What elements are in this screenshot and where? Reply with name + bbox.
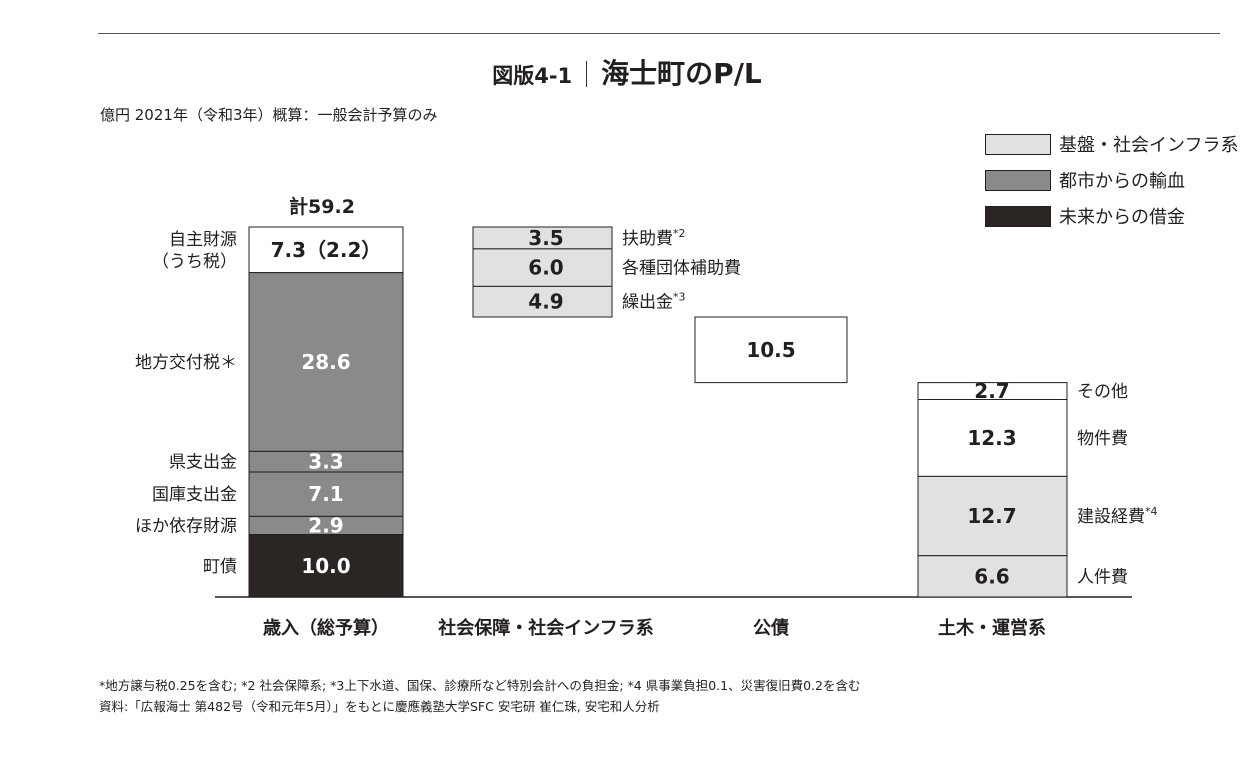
legend-item-debt: 未来からの借金	[985, 198, 1238, 234]
legend-label: 都市からの輸血	[1059, 171, 1185, 192]
legend-item-infra: 基盤・社会インフラ系	[985, 126, 1238, 162]
title-text: 海士町のP/L	[601, 57, 762, 90]
legend-swatch	[985, 205, 1051, 227]
legend-item-transfer: 都市からの輸血	[985, 162, 1238, 198]
data-label: 10.5	[746, 338, 795, 362]
footnote-mark: *2	[673, 227, 686, 240]
category-segment-label: 扶助費*2	[622, 227, 686, 249]
unit-note: 億円 2021年（令和3年）概算：一般会計予算のみ	[100, 106, 438, 124]
category-segment-label: 地方交付税＊	[135, 353, 237, 373]
category-segment-label: 町債	[203, 557, 237, 577]
data-label: 3.5	[528, 226, 563, 250]
category-segment-label: 各種団体補助費	[622, 259, 741, 279]
bar-segment	[917, 399, 1068, 477]
category-segment-label: ほか依存財源	[135, 516, 237, 536]
x-tick-label: 土木・運営系	[938, 617, 1046, 639]
legend-label: 未来からの借金	[1059, 207, 1185, 228]
legend: 基盤・社会インフラ系 都市からの輸血 未来からの借金	[985, 126, 1238, 234]
data-label: 12.3	[967, 426, 1016, 450]
data-label: 2.9	[308, 513, 343, 537]
footnotes: *地方譲与税0.25を含む; *2 社会保障系; *3上下水道、国保、診療所など…	[99, 675, 860, 717]
total-label: 計59.2	[289, 195, 355, 218]
bar-segment	[472, 285, 613, 318]
category-segment-label: 県支出金	[169, 453, 237, 473]
category-segment-label: 自主財源（うち税）	[152, 230, 237, 272]
data-label: 7.1	[308, 482, 343, 506]
figure-number: 図版4-1	[492, 64, 573, 88]
data-label: 6.0	[528, 256, 563, 280]
footnote: *地方譲与税0.25を含む; *2 社会保障系; *3上下水道、国保、診療所など…	[99, 678, 861, 693]
bar-segment	[248, 226, 404, 274]
bar-segment	[248, 471, 404, 517]
category-segment-label: 人件費	[1077, 567, 1128, 587]
data-label: 12.7	[967, 504, 1016, 528]
footnote-mark: *4	[1145, 505, 1158, 518]
x-tick-label: 歳入（総予算）	[263, 617, 389, 639]
data-label: 7.3（2.2）	[271, 238, 382, 262]
data-label: 4.9	[528, 290, 563, 314]
category-segment-label: 国庫支出金	[152, 485, 237, 505]
top-rule	[98, 33, 1220, 34]
title-separator	[586, 61, 588, 87]
category-segment-label: 繰出金*3	[622, 291, 686, 313]
bar-segment	[248, 534, 404, 598]
category-segment-label: 物件費	[1077, 429, 1128, 449]
bar-segment	[917, 555, 1068, 598]
x-tick-label: 社会保障・社会インフラ系	[438, 617, 653, 639]
data-label: 3.3	[308, 450, 343, 474]
category-segment-label: 建設経費*4	[1077, 505, 1158, 527]
legend-label: 基盤・社会インフラ系	[1059, 135, 1239, 156]
legend-swatch	[985, 169, 1051, 191]
bar-segment	[472, 248, 613, 287]
data-label: 28.6	[301, 350, 350, 374]
data-label: 10.0	[301, 554, 350, 578]
category-segment-label: その他	[1077, 382, 1128, 402]
x-tick-label: 公債	[753, 617, 789, 639]
data-label: 6.6	[974, 564, 1009, 588]
source-note: 資料:「広報海士 第482号（令和元年5月）」をもとに慶應義塾大学SFC 安宅研…	[99, 699, 660, 714]
legend-swatch	[985, 133, 1051, 155]
footnote-mark: *3	[673, 291, 686, 304]
bar-segment	[248, 272, 404, 452]
bar-segment	[917, 475, 1068, 557]
chart-title: 図版4-1 海士町のP/L	[0, 52, 1254, 92]
bar-segment	[694, 316, 848, 384]
